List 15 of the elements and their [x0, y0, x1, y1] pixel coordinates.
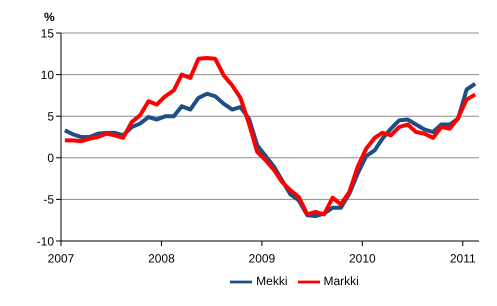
y-axis-title: %	[44, 10, 55, 24]
legend-label: Mekki	[256, 274, 288, 288]
x-tick-label: 2009	[248, 252, 276, 266]
x-tick-label: 2011	[450, 252, 476, 266]
x-tick-label: 2008	[148, 252, 176, 266]
y-tick-label: 10	[40, 68, 54, 82]
y-tick-label: 5	[47, 109, 54, 124]
y-tick-label: 15	[40, 26, 54, 40]
x-tick-label: 2010	[348, 252, 376, 266]
x-tick-label: 2007	[48, 252, 75, 266]
y-tick-label: -5	[43, 192, 54, 207]
legend-label: Markki	[324, 274, 359, 288]
line-series	[62, 56, 478, 216]
y-tick-label: -10	[36, 234, 54, 248]
y-tick-label: 0	[47, 151, 54, 166]
